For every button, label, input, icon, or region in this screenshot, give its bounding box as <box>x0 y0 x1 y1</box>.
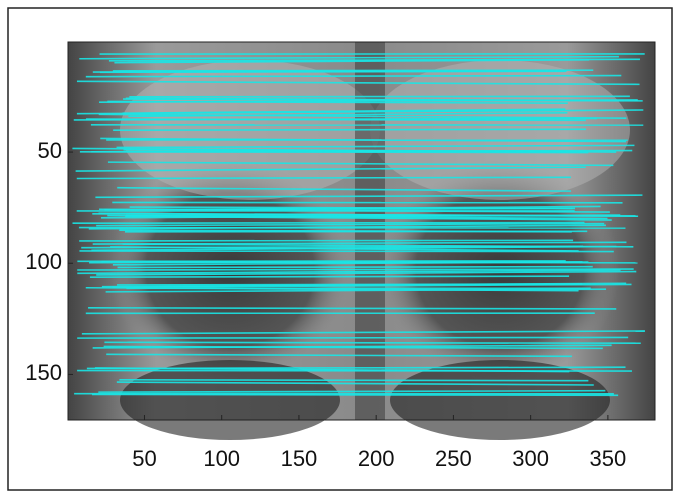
match-lines <box>72 53 645 397</box>
match-line <box>96 222 605 227</box>
match-line <box>98 389 606 393</box>
match-line <box>106 353 572 358</box>
x-tick-label: 200 <box>358 446 395 471</box>
match-line <box>92 70 567 73</box>
match-line <box>75 166 586 172</box>
match-line <box>79 250 614 253</box>
match-line <box>76 80 640 86</box>
match-line <box>79 239 574 242</box>
match-line <box>96 270 637 276</box>
y-tick-label: 100 <box>25 249 62 274</box>
match-line <box>98 113 627 120</box>
match-line <box>79 55 619 60</box>
match-line <box>122 108 566 114</box>
match-line <box>107 161 614 167</box>
x-tick-label: 300 <box>512 446 549 471</box>
match-line <box>92 241 627 245</box>
match-line <box>122 243 634 248</box>
match-line <box>81 330 645 335</box>
match-line <box>117 265 593 269</box>
match-line <box>108 58 640 62</box>
match-line <box>77 336 629 339</box>
y-tick-label: 150 <box>25 360 62 385</box>
match-line <box>110 246 579 252</box>
match-line <box>116 144 635 149</box>
match-line <box>129 206 576 210</box>
y-tick-label: 50 <box>38 138 62 163</box>
match-line <box>77 269 621 275</box>
match-line <box>77 268 634 271</box>
x-tick-label: 50 <box>132 446 156 471</box>
x-tick-label: 250 <box>435 446 472 471</box>
match-line <box>100 214 621 219</box>
axes: 50 100 150 200 250 300 350 50 100 150 <box>25 138 626 471</box>
match-line <box>88 307 617 310</box>
match-line <box>86 366 626 370</box>
match-line <box>76 176 571 180</box>
match-line <box>104 341 641 345</box>
match-line <box>123 98 643 102</box>
x-tick-label: 350 <box>590 446 627 471</box>
x-tick-label: 100 <box>203 446 240 471</box>
match-line <box>119 378 589 382</box>
match-line <box>79 151 589 154</box>
match-line <box>88 224 606 230</box>
match-line <box>72 221 585 225</box>
match-line <box>116 381 594 386</box>
match-line <box>103 345 603 350</box>
match-line <box>89 275 570 278</box>
x-tick-label: 150 <box>281 446 318 471</box>
match-line <box>117 186 572 192</box>
match-line <box>95 194 643 199</box>
match-line <box>113 128 587 131</box>
match-line <box>85 118 586 122</box>
match-line <box>85 74 622 78</box>
match-line <box>112 261 589 266</box>
match-line <box>107 100 568 105</box>
match-line <box>117 283 583 286</box>
match-line <box>112 283 632 289</box>
axes-box <box>67 41 656 421</box>
match-line <box>92 393 619 397</box>
